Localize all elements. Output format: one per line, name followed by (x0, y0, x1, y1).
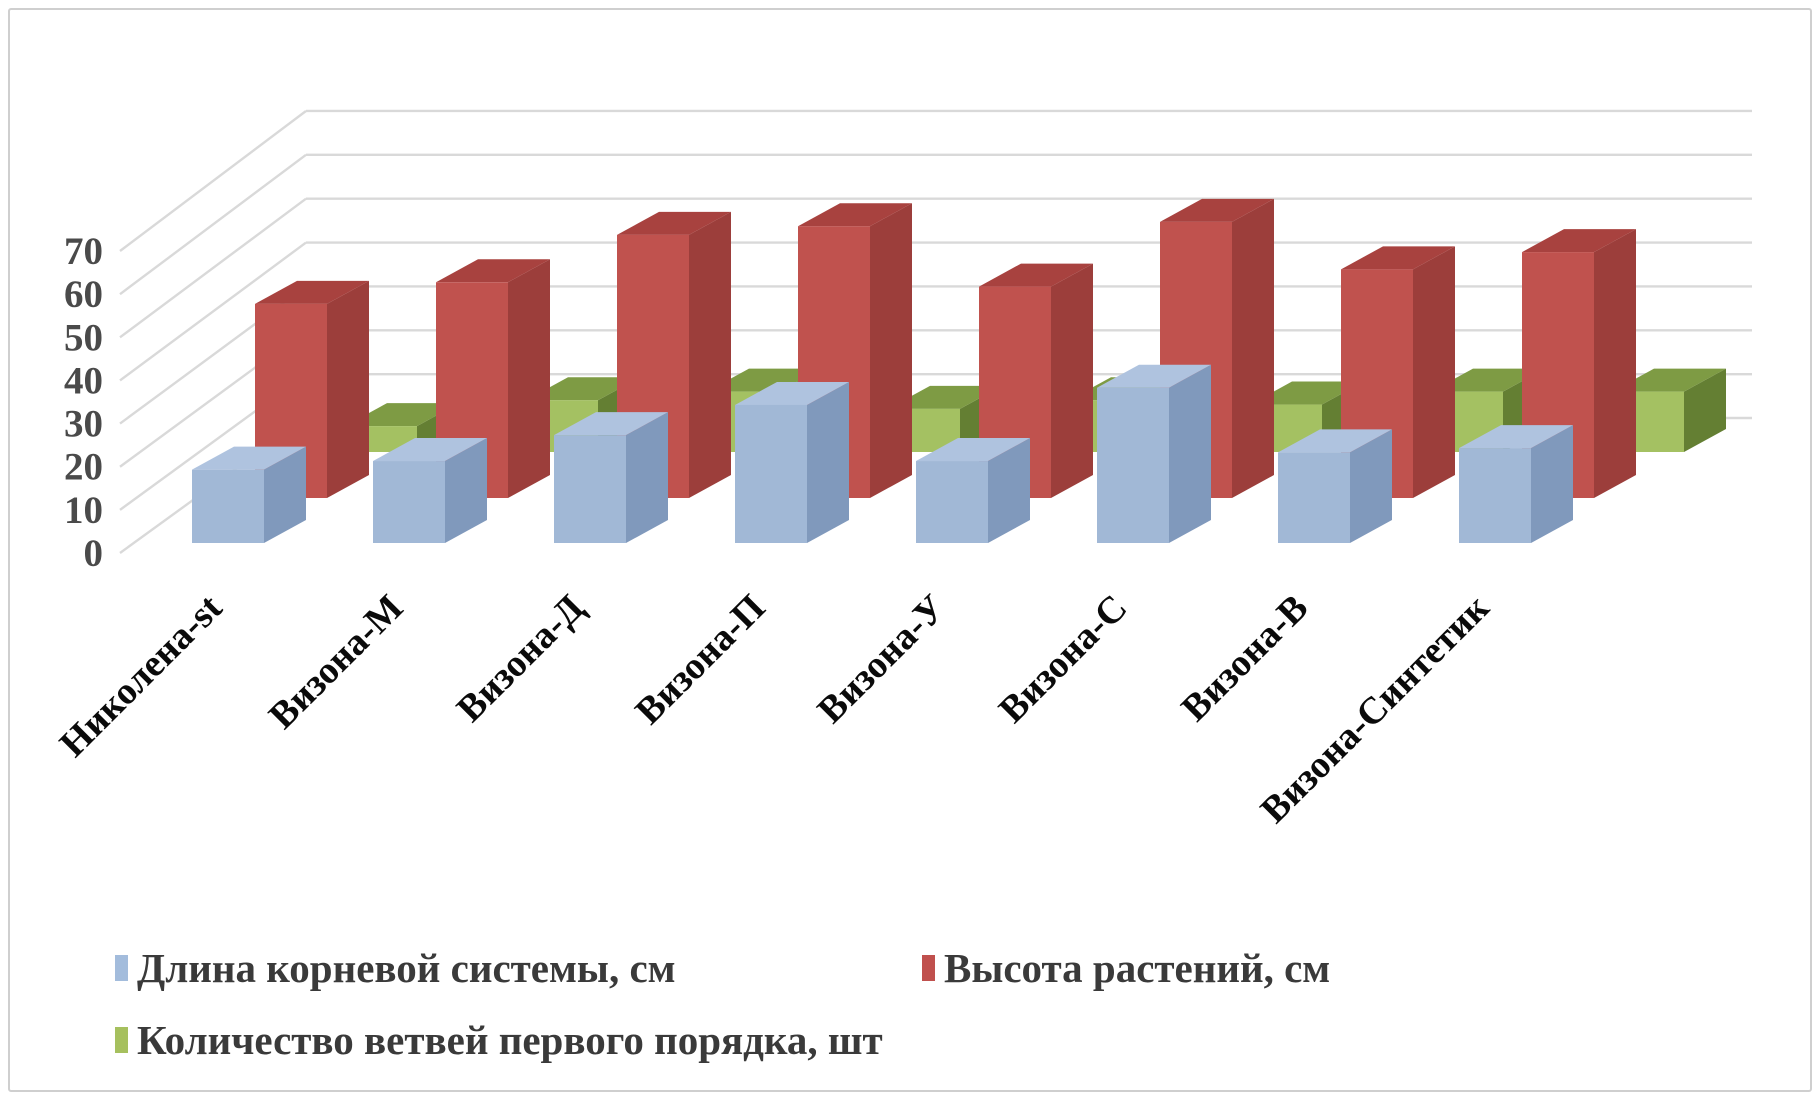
bar-side-face (807, 381, 849, 543)
bar-top-face (1250, 381, 1364, 405)
bar-top-face (373, 438, 487, 462)
bar-series1-cat3 (798, 203, 912, 498)
bar-series0-cat3 (735, 381, 849, 543)
bar-top-face (1160, 198, 1274, 222)
legend-swatch-blue (115, 955, 128, 981)
bar-top-face (1459, 425, 1573, 449)
legend-item-branch-count: Количество ветвей первого порядка, шт (115, 1020, 883, 1061)
x-category-label: Николена-st (52, 586, 231, 765)
bar-front-face (554, 435, 626, 543)
bar-series0-cat2 (554, 412, 668, 543)
bar-side-face (1232, 198, 1274, 499)
bar-top-face (979, 263, 1093, 287)
y-tick-label: 0 (84, 532, 104, 575)
bar-side-face (1684, 368, 1726, 452)
bar-top-face (888, 385, 1002, 409)
bar-top-face (1278, 429, 1392, 453)
bar-top-face (798, 203, 912, 227)
bar-side-face (870, 203, 912, 498)
x-category-label: Визона-С (991, 587, 1135, 731)
bar-side-face (1594, 229, 1636, 499)
bar-series1-cat4 (979, 263, 1093, 498)
bar-front-face (192, 469, 264, 543)
bar-side-face (327, 280, 369, 498)
x-category-label: Визона-П (627, 587, 773, 733)
x-axis-category-labels: Николена-st Визона-М Визона-Д Визона-П Визон… (52, 586, 1498, 831)
bar-series0-cat5 (1097, 364, 1211, 543)
x-category-label: Визона-М (261, 587, 411, 737)
bar-top-face (554, 412, 668, 436)
bar-top-face (1431, 368, 1545, 392)
bar-front-face (916, 461, 988, 543)
legend-swatch-red (922, 955, 935, 981)
legend-swatch-green (115, 1027, 128, 1053)
bar-top-face (707, 368, 821, 392)
x-category-label: Визона-В (1173, 587, 1316, 730)
bar-top-face (735, 381, 849, 405)
gridline-wall-left (119, 153, 307, 296)
y-tick-label: 60 (64, 273, 103, 316)
legend-item-plant-height: Высота растений, см (922, 948, 1330, 989)
bar-top-face (526, 377, 640, 401)
bars (192, 198, 1726, 543)
bar-side-face (988, 438, 1030, 543)
bar-front-face (735, 404, 807, 543)
bar-series0-cat1 (373, 438, 487, 543)
bar-side-face (1169, 364, 1211, 543)
y-tick-label: 50 (64, 316, 103, 359)
gridline-wall-left (119, 197, 307, 339)
bar-side-face (1051, 263, 1093, 498)
bar-side-face (264, 446, 306, 543)
legend-label-branch-count: Количество ветвей первого порядка, шт (137, 1017, 883, 1063)
y-tick-label: 20 (64, 446, 103, 489)
bar-top-face (345, 403, 459, 427)
bar-top-face (436, 259, 550, 283)
bar-top-face (916, 438, 1030, 462)
bar-front-face (373, 461, 445, 543)
bar-side-face (508, 259, 550, 498)
bar-front-face (1278, 452, 1350, 543)
bar-top-face (617, 211, 731, 235)
bar-series0-cat7 (1459, 425, 1573, 543)
gridline-wall-left (119, 241, 307, 382)
bar-top-face (1522, 229, 1636, 253)
legend-item-root-length: Длина корневой системы, см (115, 948, 676, 989)
bar-top-face (1341, 246, 1455, 270)
x-category-label: Визона-Д (449, 587, 593, 731)
bar-series0-cat0 (192, 446, 306, 543)
y-tick-label: 70 (64, 230, 103, 273)
bar-side-face (626, 412, 668, 543)
legend-label-root-length: Длина корневой системы, см (137, 945, 676, 991)
bar-side-face (445, 438, 487, 543)
legend-label-plant-height: Высота растений, см (944, 945, 1331, 991)
bar-top-face (192, 446, 306, 470)
y-tick-label: 10 (64, 489, 103, 532)
bar-side-face (1350, 429, 1392, 543)
gridline-wall-left (119, 110, 307, 252)
bar-side-face (1413, 246, 1455, 498)
bar-side-face (1531, 425, 1573, 543)
bar-series0-cat6 (1278, 429, 1392, 543)
bar-top-face (255, 280, 369, 304)
bar-front-face (1097, 387, 1169, 543)
bar-top-face (1612, 368, 1726, 392)
bar-front-face (1459, 448, 1531, 543)
bar-series0-cat4 (916, 438, 1030, 543)
bar-side-face (689, 211, 731, 498)
y-tick-label: 40 (64, 359, 103, 402)
bar-top-face (1097, 364, 1211, 388)
y-tick-label: 30 (64, 403, 103, 446)
x-category-label: Визона-У (810, 587, 955, 732)
